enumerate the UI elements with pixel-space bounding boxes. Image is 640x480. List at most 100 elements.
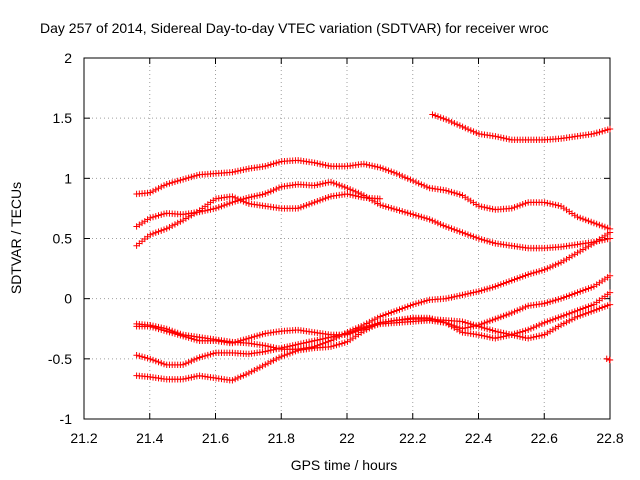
data-point	[500, 329, 507, 337]
data-point	[289, 342, 296, 349]
data-point	[566, 292, 573, 299]
data-point	[568, 316, 576, 323]
data-point	[568, 309, 576, 316]
data-point	[582, 304, 589, 311]
data-point	[459, 291, 466, 299]
data-point	[314, 336, 321, 344]
data-point	[201, 352, 209, 360]
data-point	[525, 326, 532, 333]
data-point	[445, 224, 452, 231]
data-point	[606, 289, 614, 296]
data-point	[492, 315, 499, 323]
data-point	[242, 335, 250, 343]
data-point	[316, 160, 324, 168]
data-point	[347, 191, 354, 198]
data-point	[147, 214, 154, 222]
data-point	[590, 307, 598, 314]
data-point	[552, 201, 559, 209]
data-point	[341, 183, 348, 191]
data-point	[171, 221, 179, 228]
data-point	[544, 329, 551, 337]
data-point	[511, 308, 518, 315]
data-point	[606, 301, 614, 308]
data-point	[338, 331, 346, 338]
data-point	[481, 332, 488, 340]
data-point	[546, 328, 554, 335]
data-point	[577, 288, 584, 295]
data-point	[190, 356, 198, 364]
data-point	[459, 318, 466, 325]
data-point	[514, 307, 521, 314]
data-point	[587, 302, 595, 309]
data-point	[333, 180, 340, 188]
data-point	[462, 230, 469, 237]
data-point	[601, 303, 609, 310]
data-point	[500, 134, 507, 142]
data-point	[149, 187, 157, 195]
y-tick-label: 2	[64, 50, 72, 66]
data-point	[158, 211, 165, 218]
data-point	[579, 246, 587, 253]
data-point	[327, 343, 335, 350]
data-point	[338, 182, 346, 190]
data-point	[470, 289, 477, 296]
data-point	[163, 225, 170, 232]
data-point	[152, 357, 159, 365]
data-point	[481, 286, 488, 293]
data-point	[533, 268, 540, 276]
data-point	[300, 203, 307, 210]
data-point	[377, 313, 384, 320]
data-point	[314, 198, 321, 205]
data-point	[478, 332, 485, 339]
data-point	[251, 367, 258, 374]
data-point	[418, 181, 425, 188]
data-point	[473, 129, 480, 137]
data-point	[483, 285, 491, 293]
data-point	[311, 159, 318, 166]
data-point	[519, 273, 526, 280]
data-point	[516, 274, 524, 281]
data-point	[144, 216, 151, 223]
data-point	[215, 204, 222, 211]
data-point	[494, 334, 502, 341]
data-point	[396, 171, 403, 179]
y-tick-label: -0.5	[48, 351, 72, 367]
data-point	[234, 195, 242, 203]
data-point	[571, 308, 578, 315]
data-point	[486, 326, 494, 333]
data-point	[325, 334, 332, 341]
data-point	[196, 354, 203, 361]
data-point	[530, 269, 537, 277]
data-point	[273, 355, 280, 363]
data-point	[237, 167, 244, 174]
data-point	[382, 166, 390, 173]
data-point	[152, 186, 159, 193]
data-point	[149, 213, 157, 221]
data-point	[489, 284, 496, 291]
data-point	[234, 167, 242, 175]
data-point	[472, 201, 480, 208]
data-point	[420, 298, 428, 305]
data-point	[264, 347, 272, 355]
data-point	[234, 374, 242, 382]
data-point	[352, 327, 359, 334]
data-point	[349, 328, 357, 335]
data-point	[275, 345, 283, 352]
data-point	[420, 182, 428, 189]
data-point	[442, 295, 450, 302]
data-point	[577, 214, 584, 222]
marks-layer	[133, 111, 614, 384]
data-point	[456, 191, 463, 198]
data-point	[322, 335, 329, 342]
data-point	[155, 185, 162, 192]
data-point	[593, 129, 600, 137]
data-point	[483, 333, 491, 340]
data-point	[563, 311, 570, 318]
data-point	[467, 232, 474, 239]
data-point	[360, 160, 368, 168]
data-point	[407, 302, 414, 309]
data-point	[188, 374, 195, 381]
data-point	[415, 180, 422, 187]
data-point	[377, 201, 384, 209]
data-point	[475, 202, 483, 210]
